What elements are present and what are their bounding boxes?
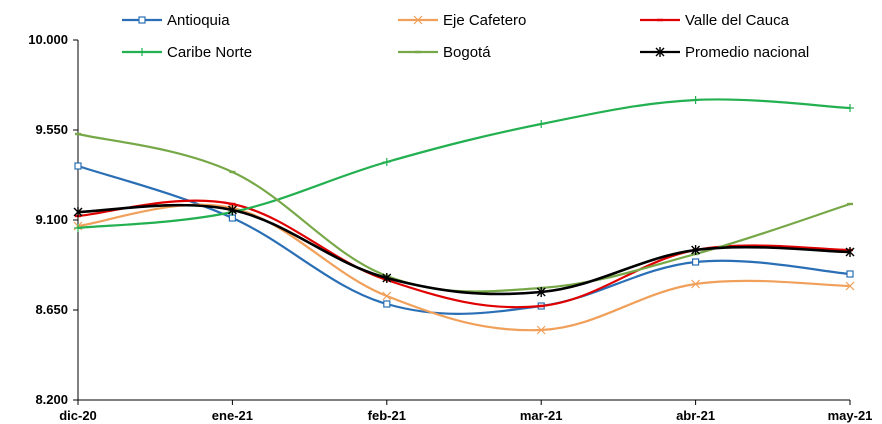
x-tick-label: mar-21 [520,408,563,423]
series-caribe-norte [74,96,854,232]
data-point [382,158,391,166]
data-point [382,291,392,301]
data-point [846,104,854,112]
data-point [383,300,391,308]
data-point [691,96,700,104]
data-point [74,162,82,170]
data-point [691,258,700,266]
y-tick-label: 8.200 [35,392,68,407]
data-point [382,273,392,283]
x-tick-label: dic-20 [59,408,97,423]
data-point [536,325,546,335]
legend-label: Valle del Cauca [685,12,790,29]
legend-item: Caribe Norte [122,44,252,61]
legend-item: Valle del Cauca [640,12,790,29]
x-tick-label: feb-21 [368,408,406,423]
legend-item: Bogotá [398,44,491,61]
data-point [691,245,701,255]
legend-marker [138,48,146,56]
data-point [536,287,546,297]
data-point [846,270,854,278]
data-point [73,207,83,217]
data-point [537,120,546,128]
y-tick-label: 10.000 [28,32,68,47]
legend-marker [138,16,146,24]
series-line [77,203,851,296]
series-line [77,164,851,315]
series-promedio-nacional [73,203,855,297]
legend-label: Caribe Norte [167,44,252,61]
data-point [227,205,237,215]
axes: 8.200 8.650 9.100 9.550 10.000 dic-20 ene-21 fe… [28,32,872,423]
series-bogotá [75,132,853,293]
legend: Antioquia Eje Cafetero Valle del Cauca Cari… [122,12,809,61]
data-point [74,224,82,232]
legend-label: Eje Cafetero [443,12,526,29]
series-line [77,132,851,293]
y-tick-label: 9.550 [35,122,68,137]
x-tick-label: ene-21 [212,408,253,423]
y-tick-label: 8.650 [35,302,68,317]
legend-label: Antioquia [167,12,230,29]
legend-marker [655,47,665,57]
series-line [77,98,851,230]
x-tick-label: abr-21 [676,408,715,423]
legend-item: Promedio nacional [640,44,809,61]
data-point [845,281,855,291]
legend-item: Antioquia [122,12,230,29]
data-point [691,279,701,289]
y-tick-label: 9.100 [35,212,68,227]
legend-item: Eje Cafetero [398,12,526,29]
x-tick-label: may-21 [828,408,873,423]
legend-marker [413,15,423,25]
data-point [845,247,855,257]
series-antioquia [74,162,854,315]
series-line [77,203,851,332]
legend-label: Promedio nacional [685,44,809,61]
legend-label: Bogotá [443,44,491,61]
series-group [73,96,855,335]
